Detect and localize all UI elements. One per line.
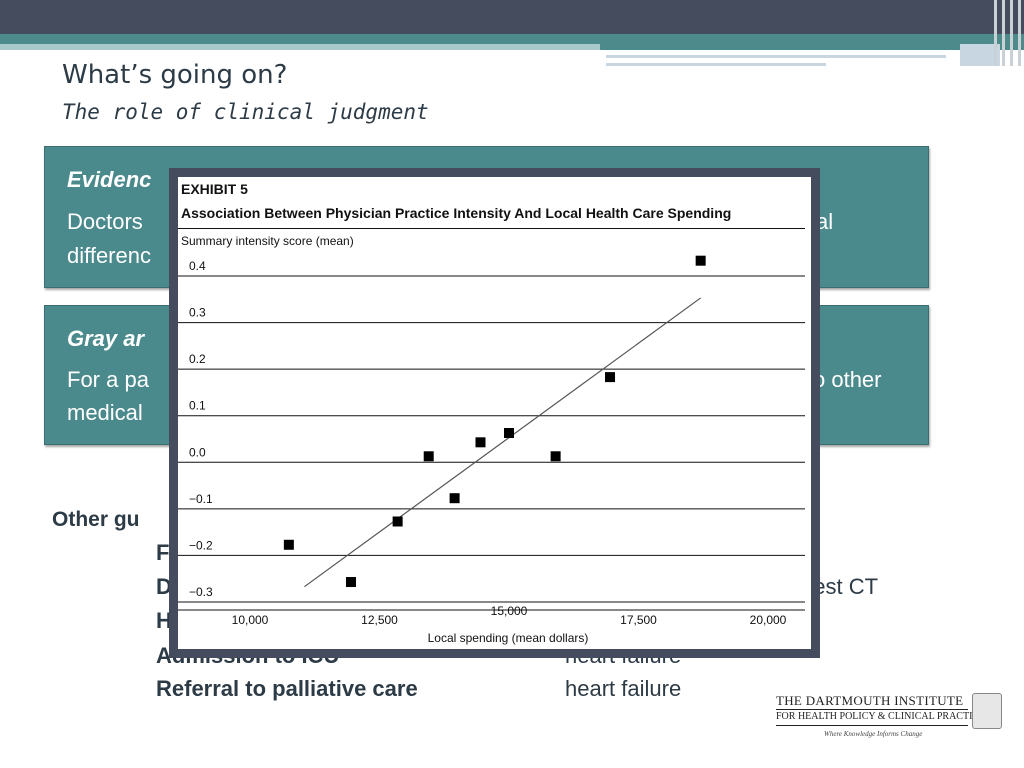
y-tick-label: −0.1 bbox=[189, 492, 213, 506]
top-banner bbox=[0, 0, 1024, 34]
chart-title: Association Between Physician Practice I… bbox=[181, 205, 732, 221]
y-tick-label: 0.3 bbox=[189, 306, 206, 320]
decorative-block bbox=[960, 44, 1000, 66]
data-point bbox=[550, 451, 561, 462]
data-point bbox=[695, 255, 706, 266]
decorative-bar bbox=[1002, 0, 1005, 66]
data-point bbox=[283, 539, 294, 550]
scatter-plot: 0.4 0.3 0.2 0.1 0.0 −0.1 −0.2 −0.3 10,000 12,500 1… bbox=[178, 255, 805, 645]
guidelines-heading: Other gu bbox=[52, 508, 140, 531]
guideline-label: D bbox=[156, 574, 172, 599]
trend-line bbox=[304, 297, 702, 588]
data-point bbox=[605, 372, 616, 383]
slide-subtitle: The role of clinical judgment bbox=[62, 100, 429, 124]
evidence-box-text: al bbox=[816, 209, 834, 234]
y-tick-label: −0.2 bbox=[189, 538, 213, 552]
evidence-box-heading: Evidenc bbox=[67, 167, 152, 192]
decorative-bar bbox=[994, 0, 997, 66]
evidence-box-text: differenc bbox=[67, 243, 151, 268]
gray-area-box-text: o other bbox=[813, 367, 882, 392]
logo-rule bbox=[776, 725, 968, 726]
guideline-label: H bbox=[156, 608, 172, 633]
decorative-line bbox=[606, 55, 946, 58]
guideline-label: F bbox=[156, 540, 170, 565]
chart-title-rule bbox=[178, 228, 805, 229]
logo-name: THE DARTMOUTH INSTITUTE bbox=[776, 693, 964, 708]
gray-area-box-heading: Gray ar bbox=[67, 326, 145, 351]
x-tick-label: 17,500 bbox=[620, 613, 657, 627]
y-tick-label: 0.1 bbox=[189, 399, 206, 413]
x-tick-label: 15,000 bbox=[491, 604, 528, 618]
dartmouth-seal-icon bbox=[972, 693, 1002, 729]
logo-rule bbox=[776, 709, 968, 710]
chart-x-axis-label: Local spending (mean dollars) bbox=[428, 631, 589, 645]
exhibit-card: EXHIBIT 5 Association Between Physician … bbox=[178, 177, 811, 649]
decorative-bar bbox=[1010, 0, 1013, 66]
data-point bbox=[346, 577, 357, 588]
x-tick-label: 20,000 bbox=[750, 613, 787, 627]
data-point bbox=[392, 516, 403, 527]
guideline-label: Referral to palliative care bbox=[156, 676, 418, 701]
chart-label: EXHIBIT 5 bbox=[181, 181, 248, 197]
y-tick-label: −0.3 bbox=[189, 585, 213, 599]
exhibit-panel: EXHIBIT 5 Association Between Physician … bbox=[169, 168, 820, 658]
logo-subname: FOR HEALTH POLICY & CLINICAL PRACTICE bbox=[776, 711, 986, 722]
data-point bbox=[423, 451, 434, 462]
y-tick-label: 0.0 bbox=[189, 445, 206, 459]
guideline-value: heart failure bbox=[565, 676, 682, 701]
gray-area-box-text: medical bbox=[67, 400, 143, 425]
dartmouth-logo: THE DARTMOUTH INSTITUTE FOR HEALTH POLIC… bbox=[776, 693, 1006, 743]
decorative-bar bbox=[1018, 0, 1021, 66]
decorative-line bbox=[606, 63, 826, 66]
gray-area-box-text: For a pa bbox=[67, 367, 149, 392]
chart-y-axis-label: Summary intensity score (mean) bbox=[181, 234, 354, 248]
data-point bbox=[475, 437, 486, 448]
top-banner-accent bbox=[0, 44, 600, 50]
x-tick-label: 10,000 bbox=[232, 613, 269, 627]
y-tick-label: 0.4 bbox=[189, 259, 206, 273]
data-point bbox=[449, 493, 460, 504]
slide-title: What’s going on? bbox=[62, 60, 288, 90]
data-point bbox=[504, 428, 514, 438]
y-tick-label: 0.2 bbox=[189, 352, 206, 366]
evidence-box-text: Doctors bbox=[67, 209, 143, 234]
x-tick-label: 12,500 bbox=[361, 613, 398, 627]
logo-tagline: Where Knowledge Informs Change bbox=[824, 730, 923, 738]
